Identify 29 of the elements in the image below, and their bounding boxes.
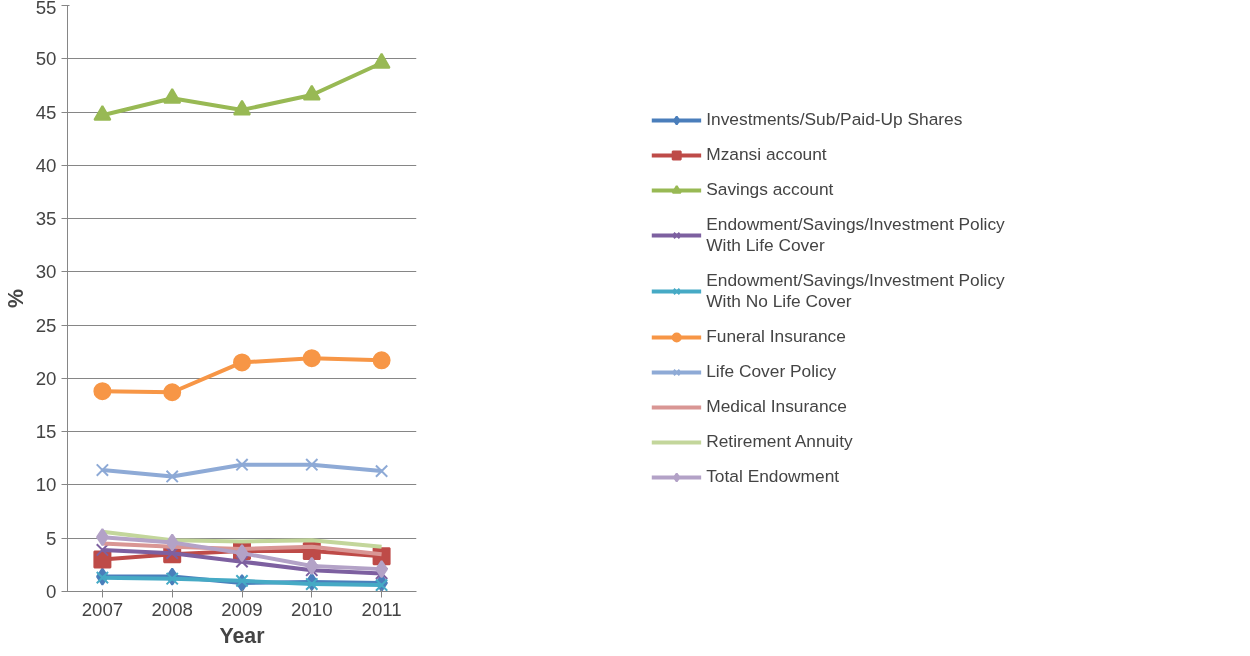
y-tick-label: 45 [35,101,57,123]
y-tick-label: 10 [35,474,57,496]
x-tick-label: 2010 [291,598,333,620]
legend-label: Endowment/Savings/Investment Policy With No Life Cover [706,270,1005,312]
y-tick-label: 35 [35,208,57,230]
y-tick-label: 30 [35,261,57,283]
legend-label: Investments/Sub/Paid-Up Shares [706,109,963,130]
y-tick-label: 0 [46,581,57,602]
x-axis-title: Year [219,623,265,648]
legend-label: Total Endowment [706,466,840,487]
y-tick-label: 25 [35,314,57,336]
legend-label: Endowment/Savings/Investment Policy With Life Cover [706,214,1005,256]
x-tick-label: 2009 [221,598,263,620]
y-tick-label: 5 [46,527,57,549]
legend-label: Retirement Annuity [706,431,853,452]
y-tick-label: 15 [35,421,57,443]
y-tick-label: 50 [35,48,57,70]
y-tick-label: 55 [35,0,57,18]
legend-label: Medical Insurance [706,396,847,417]
legend-label: Savings account [706,179,834,200]
x-tick-label: 2008 [151,598,193,620]
x-tick-label: 2007 [81,598,124,620]
y-tick-label: 20 [35,367,57,389]
y-axis-title: % [3,288,28,308]
legend-label: Funeral Insurance [706,326,846,347]
legend-label: Mzansi account [706,144,827,165]
legend-label: Life Cover Policy [706,361,837,382]
x-tick-label: 2011 [361,598,402,620]
y-tick-label: 40 [35,154,57,176]
